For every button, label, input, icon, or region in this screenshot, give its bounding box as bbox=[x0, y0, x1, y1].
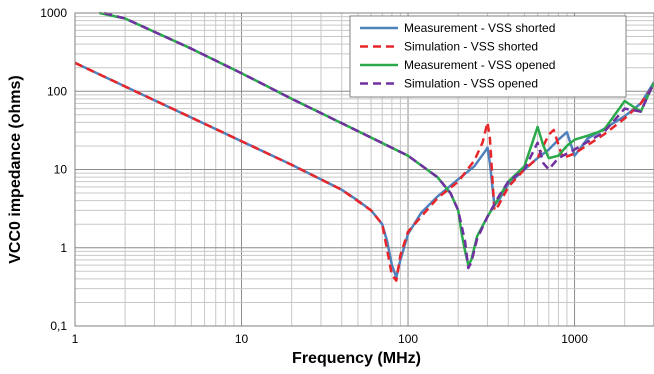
x-tick-label: 100 bbox=[398, 332, 418, 346]
axis-tick-labels: 1 10 100 1000 0,1 1 10 100 1000 bbox=[40, 6, 588, 346]
y-tick-label: 0,1 bbox=[50, 319, 67, 333]
legend-label-4: Simulation - VSS opened bbox=[404, 77, 538, 91]
legend-box bbox=[349, 15, 627, 98]
y-tick-label: 1 bbox=[60, 241, 67, 255]
y-tick-label: 1000 bbox=[40, 6, 67, 20]
series-line-1 bbox=[74, 61, 654, 279]
y-tick-label: 100 bbox=[47, 84, 67, 98]
series-line-4 bbox=[103, 11, 654, 270]
legend-label-2: Simulation - VSS shorted bbox=[404, 40, 538, 54]
legend-label-1: Measurement - VSS shorted bbox=[404, 21, 555, 35]
plot-area-frame bbox=[74, 12, 654, 327]
legend: Measurement - VSS shorted Simulation - VS… bbox=[349, 15, 627, 98]
series-lines bbox=[74, 11, 654, 282]
y-tick-label: 10 bbox=[54, 163, 68, 177]
x-tick-label: 10 bbox=[235, 332, 249, 346]
series-line-2 bbox=[74, 61, 654, 282]
grid bbox=[74, 12, 654, 327]
legend-label-3: Measurement - VSS opened bbox=[404, 58, 555, 72]
x-tick-label: 1 bbox=[72, 332, 79, 346]
x-axis-title: Frequency (MHz) bbox=[292, 350, 421, 367]
y-axis-title: VCC0 impedance (ohms) bbox=[7, 75, 24, 263]
x-tick-label: 1000 bbox=[561, 332, 588, 346]
